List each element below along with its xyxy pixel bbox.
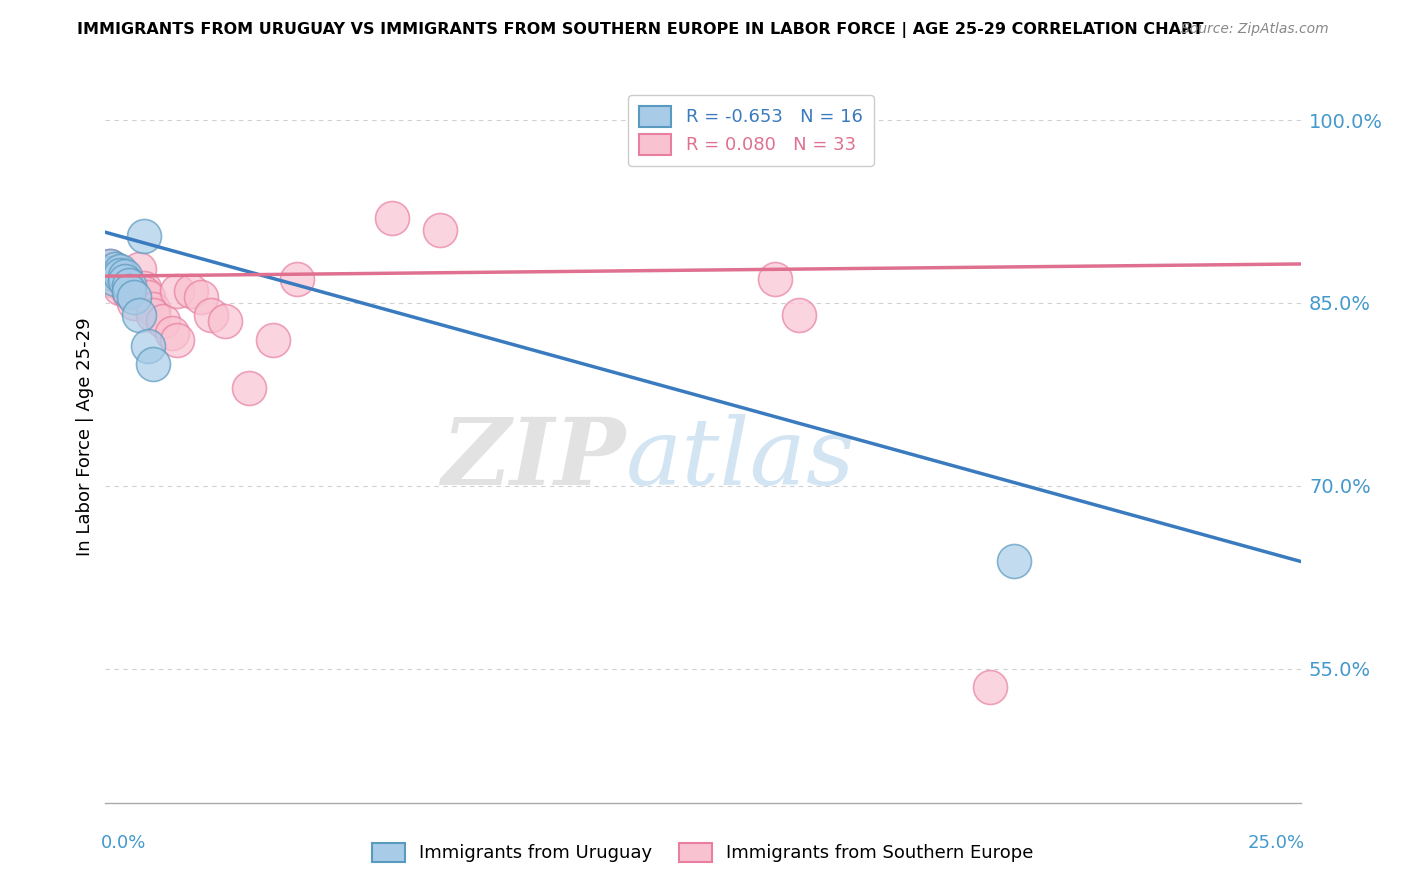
- Point: [262, 333, 284, 347]
- Point: [98, 260, 121, 274]
- Point: [142, 357, 165, 371]
- Point: [285, 271, 308, 285]
- Text: 0.0%: 0.0%: [101, 834, 146, 852]
- Point: [118, 284, 141, 298]
- Legend: R = -0.653   N = 16, R = 0.080   N = 33: R = -0.653 N = 16, R = 0.080 N = 33: [628, 95, 873, 166]
- Point: [132, 286, 155, 301]
- Point: [122, 284, 145, 298]
- Point: [122, 296, 145, 310]
- Y-axis label: In Labor Force | Age 25-29: In Labor Force | Age 25-29: [76, 318, 94, 557]
- Point: [180, 284, 202, 298]
- Point: [128, 308, 150, 322]
- Point: [214, 314, 236, 328]
- Point: [114, 271, 136, 285]
- Point: [98, 265, 121, 279]
- Point: [979, 680, 1001, 694]
- Point: [238, 381, 260, 395]
- Point: [142, 308, 165, 322]
- Point: [108, 281, 131, 295]
- Point: [787, 308, 810, 322]
- Point: [132, 228, 155, 243]
- Text: atlas: atlas: [626, 414, 855, 504]
- Point: [429, 223, 451, 237]
- Point: [162, 326, 184, 341]
- Point: [138, 290, 160, 304]
- Point: [190, 290, 212, 304]
- Point: [114, 274, 136, 288]
- Text: IMMIGRANTS FROM URUGUAY VS IMMIGRANTS FROM SOUTHERN EUROPE IN LABOR FORCE | AGE : IMMIGRANTS FROM URUGUAY VS IMMIGRANTS FR…: [77, 22, 1204, 38]
- Text: Source: ZipAtlas.com: Source: ZipAtlas.com: [1181, 22, 1329, 37]
- Point: [1002, 554, 1025, 568]
- Text: ZIP: ZIP: [441, 414, 626, 504]
- Point: [142, 301, 165, 317]
- Point: [114, 269, 136, 284]
- Point: [104, 271, 127, 285]
- Legend: Immigrants from Uruguay, Immigrants from Southern Europe: Immigrants from Uruguay, Immigrants from…: [366, 836, 1040, 870]
- Point: [763, 271, 786, 285]
- Point: [152, 314, 174, 328]
- Text: 25.0%: 25.0%: [1247, 834, 1305, 852]
- Point: [118, 286, 141, 301]
- Point: [104, 261, 127, 276]
- Point: [166, 284, 188, 298]
- Point: [118, 277, 141, 292]
- Point: [98, 265, 121, 279]
- Point: [104, 274, 127, 288]
- Point: [108, 269, 131, 284]
- Point: [104, 261, 127, 276]
- Point: [122, 290, 145, 304]
- Point: [200, 308, 222, 322]
- Point: [132, 281, 155, 295]
- Point: [98, 260, 121, 274]
- Point: [128, 261, 150, 276]
- Point: [108, 268, 131, 282]
- Point: [166, 333, 188, 347]
- Point: [108, 264, 131, 278]
- Point: [138, 339, 160, 353]
- Point: [381, 211, 404, 225]
- Point: [118, 277, 141, 292]
